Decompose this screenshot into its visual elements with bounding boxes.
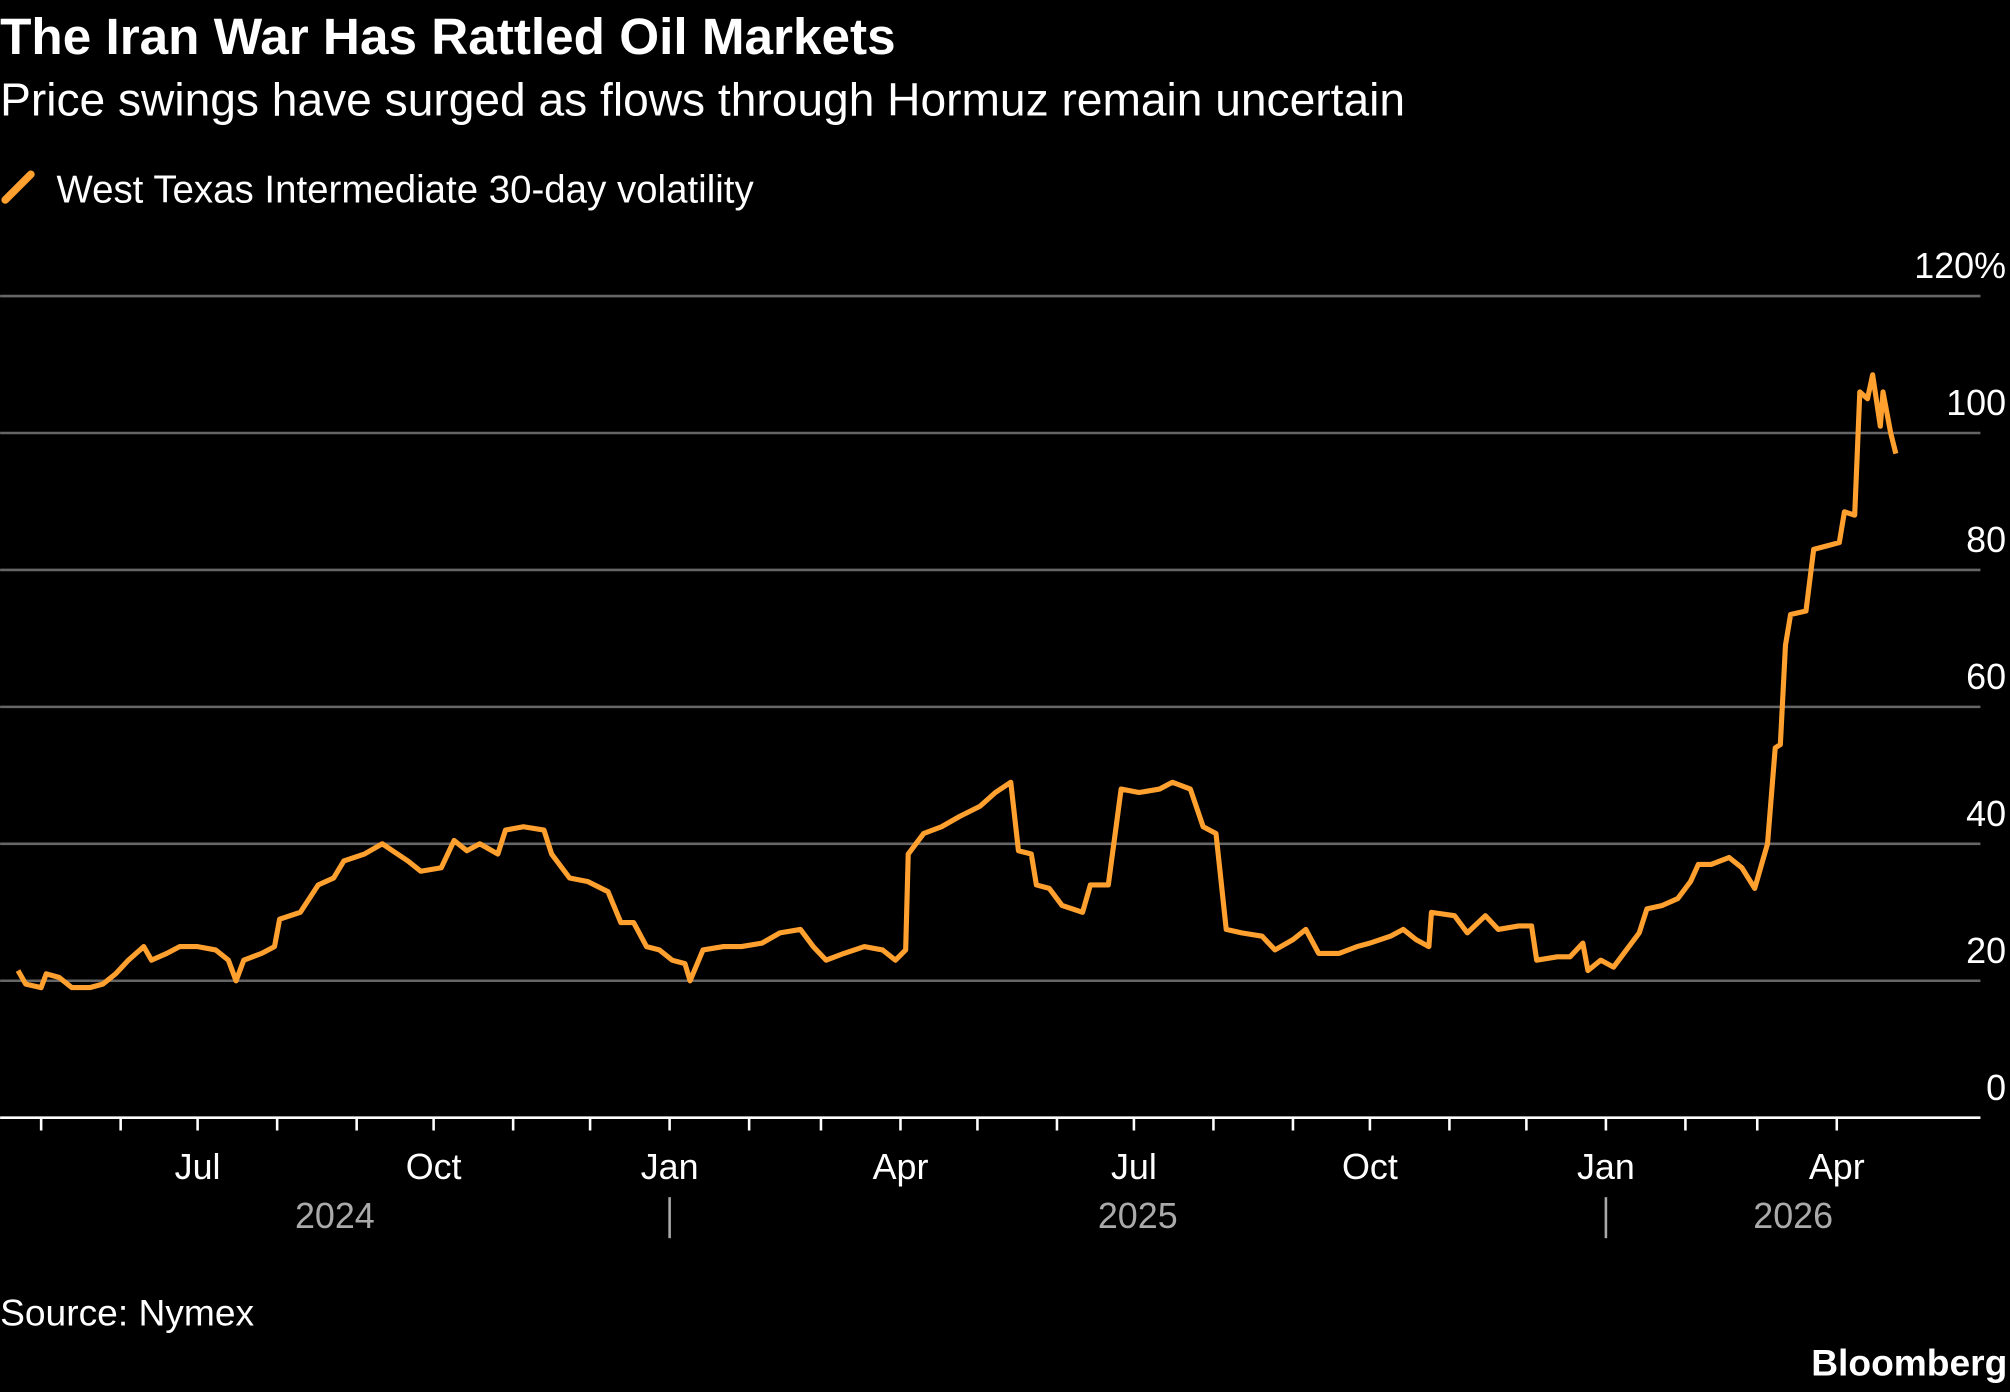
- y-tick-label: 120%: [1914, 246, 2006, 286]
- chart-title: The Iran War Has Rattled Oil Markets: [0, 8, 896, 65]
- x-tick-label: Oct: [1342, 1147, 1398, 1187]
- x-tick-label: Jul: [175, 1147, 221, 1187]
- y-tick-label: 100: [1946, 383, 2006, 423]
- year-label: 2025: [1098, 1196, 1178, 1236]
- x-tick-label: Jul: [1111, 1147, 1157, 1187]
- x-tick-label: Jan: [1577, 1147, 1635, 1187]
- y-tick-label: 60: [1966, 657, 2006, 697]
- y-tick-label: 40: [1966, 794, 2006, 834]
- legend-marker: [1, 170, 35, 204]
- legend-label: West Texas Intermediate 30-day volatilit…: [56, 169, 754, 212]
- x-tick-label: Jan: [641, 1147, 699, 1187]
- series-line: [15, 372, 1899, 991]
- y-tick-label: 20: [1966, 931, 2006, 971]
- year-label: 2024: [295, 1196, 375, 1236]
- y-tick-label: 0: [1986, 1068, 2006, 1108]
- brand: Bloomberg: [1811, 1341, 2007, 1383]
- x-tick-label: Apr: [873, 1147, 929, 1187]
- y-tick-label: 80: [1966, 520, 2006, 560]
- x-tick-label: Apr: [1809, 1147, 1865, 1187]
- x-tick-label: Oct: [406, 1147, 462, 1187]
- chart-subtitle: Price swings have surged as flows throug…: [0, 73, 1405, 125]
- year-label: 2026: [1753, 1196, 1833, 1236]
- source: Source: Nymex: [0, 1291, 254, 1333]
